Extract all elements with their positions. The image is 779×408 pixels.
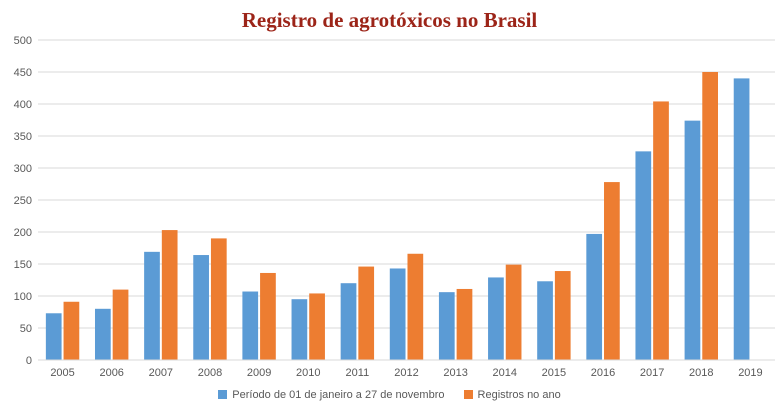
- svg-text:250: 250: [14, 195, 32, 207]
- svg-text:2011: 2011: [346, 367, 370, 379]
- svg-text:2012: 2012: [394, 367, 418, 379]
- svg-text:2015: 2015: [542, 367, 566, 379]
- svg-text:350: 350: [14, 131, 32, 143]
- svg-text:2010: 2010: [296, 367, 320, 379]
- svg-text:2014: 2014: [493, 367, 517, 379]
- svg-text:2009: 2009: [247, 367, 271, 379]
- svg-text:2008: 2008: [198, 367, 222, 379]
- svg-text:2019: 2019: [738, 367, 762, 379]
- svg-text:2013: 2013: [443, 367, 467, 379]
- svg-text:2005: 2005: [50, 367, 74, 379]
- svg-text:150: 150: [14, 259, 32, 271]
- svg-text:2016: 2016: [591, 367, 615, 379]
- svg-text:2017: 2017: [640, 367, 664, 379]
- svg-text:2007: 2007: [149, 367, 173, 379]
- svg-text:450: 450: [14, 67, 32, 79]
- svg-text:2006: 2006: [99, 367, 123, 379]
- svg-text:50: 50: [20, 323, 32, 335]
- svg-text:200: 200: [14, 227, 32, 239]
- svg-text:400: 400: [14, 99, 32, 111]
- svg-text:2018: 2018: [689, 367, 713, 379]
- svg-text:500: 500: [14, 35, 32, 47]
- svg-text:0: 0: [26, 355, 32, 367]
- svg-text:100: 100: [14, 291, 32, 303]
- svg-text:300: 300: [14, 163, 32, 175]
